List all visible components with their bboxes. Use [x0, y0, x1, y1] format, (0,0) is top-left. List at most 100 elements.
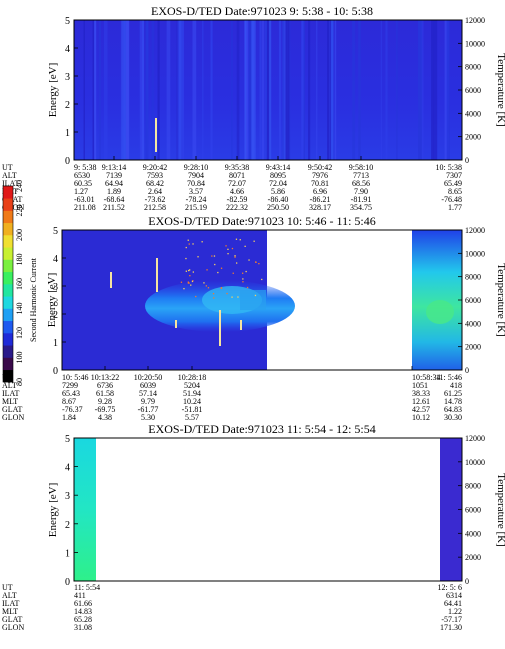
orbit-row-label: UT	[2, 373, 13, 382]
y2tick-label: 4000	[465, 529, 481, 538]
panel-1-stripe	[145, 20, 149, 160]
panel-2-speckle-dot	[254, 294, 257, 297]
panel-2-speckle-dot	[188, 243, 190, 245]
panel-2-speckle-dot	[213, 297, 215, 299]
panel-2-speckle-dot	[239, 239, 241, 241]
ytick-label: 3	[53, 282, 58, 293]
orbit-value: 10:28:18	[178, 373, 206, 382]
panel-1-stripe	[447, 20, 450, 160]
y2tick-label: 6000	[465, 296, 481, 305]
panel-2-speckle-dot	[211, 255, 213, 257]
colorbar: 80 100 120 140 160 180 200 220 240 Second Harmon…	[2, 180, 38, 386]
orbit-row-label: MLT	[2, 607, 18, 616]
orbit-value: 354.75	[350, 203, 372, 212]
panel-1-y2label: Temperature [K]	[495, 53, 505, 126]
orbit-value: 7.90	[354, 187, 368, 196]
orbit-value: 65.49	[444, 179, 462, 188]
orbit-row-label: UT	[2, 583, 13, 592]
ytick-label: 4	[65, 463, 70, 474]
panel-1-stripe	[444, 20, 447, 160]
orbit-value: 70.84	[187, 179, 205, 188]
orbit-value: 8.67	[62, 397, 76, 406]
orbit-value: 9:20:42	[143, 163, 167, 172]
orbit-row-label: ALT	[2, 591, 17, 600]
panel-2-speckle-dot	[180, 281, 183, 283]
ytick-label: 5	[53, 226, 58, 237]
panel-2-speckle-dot	[242, 272, 244, 274]
panel-2-speckle-dot	[213, 255, 216, 257]
panel-1-stripe	[268, 20, 272, 160]
orbit-value: 42.57	[412, 405, 430, 414]
panel-1-stripe	[267, 20, 271, 160]
orbit-value: -86.40	[268, 195, 289, 204]
panel-2-speckle-dot	[205, 285, 207, 287]
panel-1-stripe	[126, 20, 130, 160]
panel-2-speckle-dot	[187, 282, 189, 284]
panel-2-speckle-dot	[192, 280, 194, 282]
panel-2-spike-d	[219, 310, 221, 346]
panel-2-speckle-dot	[242, 278, 244, 280]
orbit-value: 2.64	[148, 187, 162, 196]
y2tick-label: 6000	[465, 506, 481, 515]
colorbar-segment	[3, 333, 13, 346]
orbit-value: 3.57	[189, 187, 203, 196]
orbit-value: 61.58	[96, 389, 114, 398]
orbit-value: 10.24	[183, 397, 201, 406]
orbit-value: 64.41	[444, 599, 462, 608]
colorbar-tick-label: 160	[15, 278, 24, 290]
orbit-value: 9:13:14	[102, 163, 126, 172]
panel-2-speckle-dot	[220, 287, 223, 289]
panel-1-stripe	[98, 20, 101, 160]
orbit-row-label: UT	[2, 163, 13, 172]
orbit-value: 1.89	[107, 187, 121, 196]
y2tick-label: 8000	[465, 273, 481, 282]
panel-1-stripe	[330, 20, 334, 160]
panel-2-speckle-dot	[227, 248, 229, 250]
orbit-row-label: MLT	[2, 397, 18, 406]
panel-2: EXOS-D/TED Date:971023 10: 5:46 - 11: 5:…	[2, 214, 505, 422]
orbit-value: 6736	[97, 381, 113, 390]
ytick-label: 4	[53, 254, 58, 265]
orbit-value: 10:20:50	[134, 373, 162, 382]
panel-1-stripe	[352, 20, 356, 160]
orbit-value: 250.50	[267, 203, 289, 212]
orbit-value: -61.77	[138, 405, 159, 414]
orbit-value: 1.27	[74, 187, 88, 196]
panel-1-stripe	[420, 20, 424, 160]
panel-3-axes: 0 1 2 3 4 5 0 2000 4000 6000 8000 10000 12000	[65, 434, 485, 588]
panel-2-speckle-dot	[183, 288, 185, 290]
orbit-value: 61.66	[74, 599, 92, 608]
ytick-label: 0	[53, 366, 58, 377]
colorbar-segment	[3, 345, 13, 358]
panel-2-speckle-dot	[203, 282, 205, 284]
orbit-value: 418	[450, 381, 462, 390]
panel-2-speckle-dot	[234, 255, 236, 257]
colorbar-tick-label: 200	[15, 229, 24, 241]
panel-2-speckle-dot	[187, 239, 189, 241]
y2tick-label: 0	[465, 156, 469, 165]
panel-3-frame	[73, 437, 463, 582]
orbit-value: 7904	[188, 171, 204, 180]
ytick-label: 1	[65, 128, 70, 139]
orbit-value: 65.28	[74, 615, 92, 624]
panel-1-stripe	[358, 20, 361, 160]
orbit-value: -63.01	[74, 195, 95, 204]
colorbar-segment	[3, 186, 13, 199]
panel-2-speckle-dot	[206, 269, 208, 271]
colorbar-segment	[3, 235, 13, 248]
panel-1-stripe	[431, 20, 434, 160]
colorbar-segment	[3, 320, 13, 334]
panel-2-speckle-dot	[187, 281, 189, 283]
panel-2-speckle-dot	[234, 256, 236, 258]
panel-2-speckle-dot	[217, 271, 219, 274]
orbit-value: -57.17	[441, 615, 462, 624]
ytick-label: 5	[65, 434, 70, 445]
orbit-row-label: GLAT	[2, 615, 23, 624]
orbit-value: 6039	[140, 381, 156, 390]
colorbar-tick-label: 100	[15, 352, 24, 364]
panel-1-stripe	[94, 20, 97, 160]
orbit-value: 14.78	[444, 397, 462, 406]
orbit-row-label: ILAT	[2, 389, 19, 398]
panel-1-stripe	[334, 20, 337, 160]
orbit-value: 14.83	[74, 607, 92, 616]
